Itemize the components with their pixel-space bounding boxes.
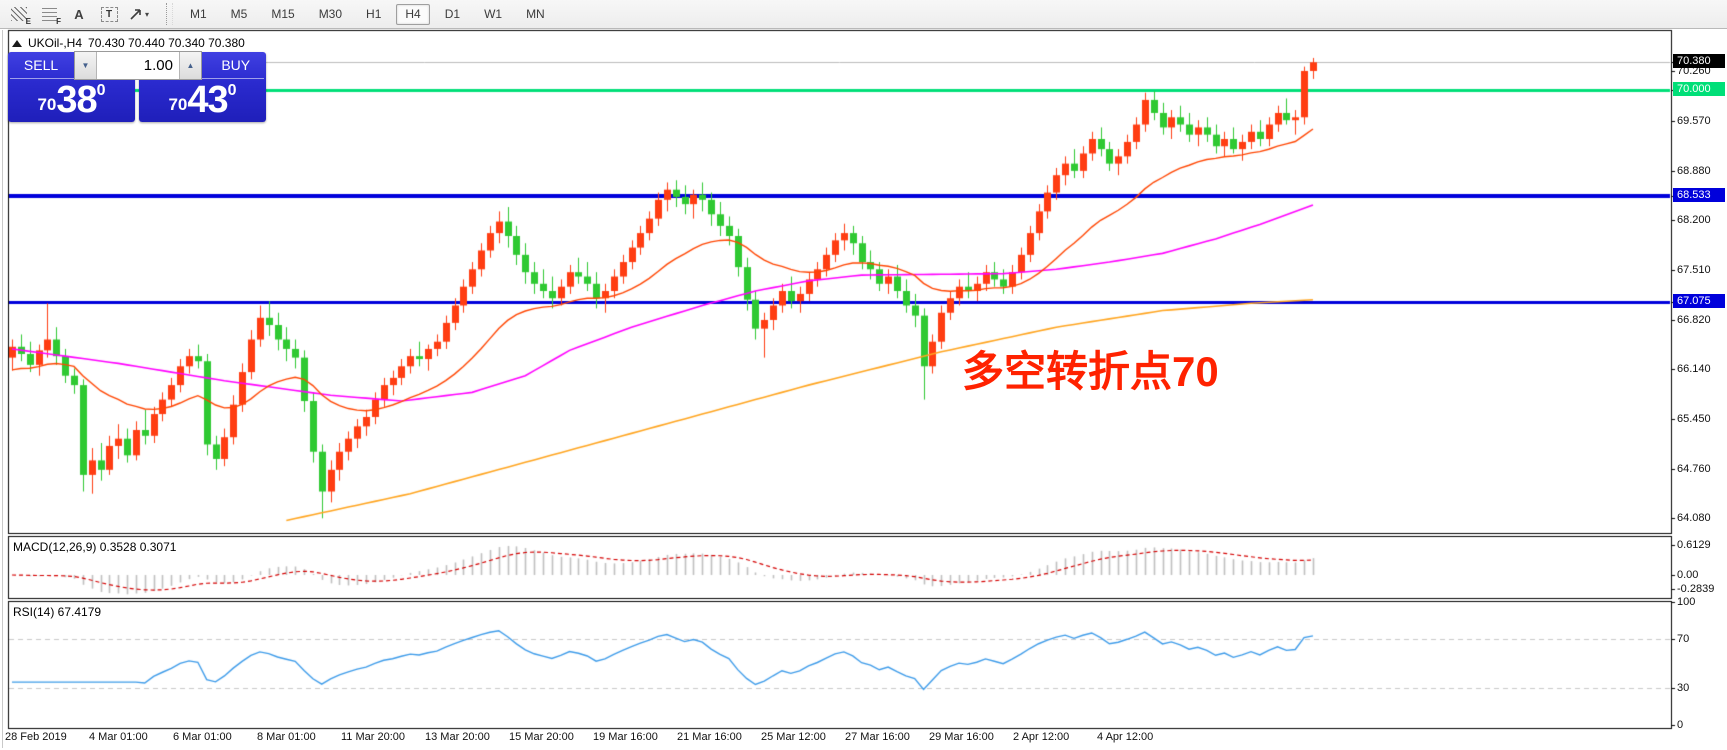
sell-price: 70 38 0 bbox=[8, 79, 135, 121]
arrow-glyph bbox=[130, 9, 141, 20]
time-label: 27 Mar 16:00 bbox=[845, 731, 910, 743]
rsi-tick: 70 bbox=[1677, 632, 1690, 645]
chart-title: UKOil-,H4 70.430 70.440 70.340 70.380 bbox=[12, 36, 245, 50]
toolbar: E F A T ▾ M1 M5 M15 M30 H1 H4 D1 W1 MN bbox=[0, 0, 1727, 29]
macd-indicator-label: MACD(12,26,9) 0.3528 0.3071 bbox=[13, 540, 177, 554]
ohlc-values: 70.430 70.440 70.340 70.380 bbox=[88, 36, 245, 50]
volume-input[interactable] bbox=[97, 52, 179, 79]
price-tick: 67.510 bbox=[1677, 264, 1711, 277]
fibonacci-icon[interactable]: F bbox=[36, 3, 62, 26]
volume-increase-button[interactable]: ▲ bbox=[179, 52, 201, 79]
time-label: 13 Mar 20:00 bbox=[425, 731, 490, 743]
time-label: 8 Mar 01:00 bbox=[257, 731, 316, 743]
tf-button-m5[interactable]: M5 bbox=[230, 6, 248, 21]
text-icon[interactable]: A bbox=[66, 3, 92, 25]
price-tick: 65.450 bbox=[1677, 413, 1711, 426]
arrows-tool-icon[interactable]: ▾ bbox=[126, 3, 152, 25]
time-label: 11 Mar 20:00 bbox=[341, 731, 406, 743]
window-left-frame bbox=[2, 30, 3, 748]
rsi-tick: 0 bbox=[1677, 719, 1684, 732]
toolbar-separator bbox=[166, 3, 173, 25]
time-label: 6 Mar 01:00 bbox=[173, 731, 232, 743]
sell-label: SELL bbox=[23, 57, 59, 73]
buy-price-pip: 0 bbox=[227, 82, 237, 99]
timeframe-group: M1 M5 M15 M30 H1 H4 D1 W1 MN bbox=[181, 3, 560, 25]
volume-decrease-button[interactable]: ▼ bbox=[75, 52, 97, 79]
time-label: 2 Apr 12:00 bbox=[1013, 731, 1070, 743]
tf-button-w1[interactable]: W1 bbox=[484, 6, 503, 21]
text-glyph: A bbox=[74, 6, 84, 22]
sell-price-prefix: 70 bbox=[37, 95, 57, 114]
rsi-tick: 100 bbox=[1677, 595, 1696, 608]
tf-button-mn[interactable]: MN bbox=[526, 6, 545, 21]
equidistant-channel-icon[interactable]: E bbox=[6, 3, 32, 26]
volume-control: ▼ ▲ bbox=[74, 51, 202, 80]
icon-sub-label: F bbox=[56, 17, 61, 26]
buy-price: 70 43 0 bbox=[139, 79, 266, 121]
one-click-trade-panel: SELL 70 38 0 BUY 70 43 0 ▼ ▲ bbox=[8, 51, 266, 122]
chevron-down-icon: ▾ bbox=[144, 9, 149, 19]
price-tick: 68.200 bbox=[1677, 214, 1711, 227]
time-label: 15 Mar 20:00 bbox=[509, 731, 574, 743]
time-label: 28 Feb 2019 bbox=[5, 731, 67, 743]
time-label: 29 Mar 16:00 bbox=[929, 731, 994, 743]
rsi-indicator-label: RSI(14) 67.4179 bbox=[13, 605, 102, 619]
price-tick: 69.570 bbox=[1677, 114, 1711, 127]
macd-tick: 0.6129 bbox=[1677, 538, 1711, 551]
collapse-triangle-icon[interactable] bbox=[12, 39, 22, 47]
price-badge: 70.380 bbox=[1673, 54, 1725, 69]
dotgrid-glyph bbox=[41, 7, 57, 21]
price-tick: 68.880 bbox=[1677, 164, 1711, 177]
price-tick: 64.760 bbox=[1677, 463, 1711, 476]
macd-tick: 0.00 bbox=[1677, 569, 1699, 581]
tf-button-d1[interactable]: D1 bbox=[444, 6, 461, 21]
tf-button-h1[interactable]: H1 bbox=[366, 6, 382, 21]
hatch-glyph bbox=[11, 7, 27, 21]
tf-button-m15[interactable]: M15 bbox=[271, 6, 295, 21]
price-badge: 68.533 bbox=[1673, 187, 1725, 202]
time-label: 4 Apr 12:00 bbox=[1097, 731, 1154, 743]
price-badge: 70.000 bbox=[1673, 81, 1725, 96]
icon-sub-label: E bbox=[25, 17, 31, 26]
tf-button-h4[interactable]: H4 bbox=[396, 3, 430, 25]
rsi-tick: 30 bbox=[1677, 682, 1690, 695]
label-icon[interactable]: T bbox=[96, 3, 122, 25]
sell-price-big: 38 bbox=[56, 79, 97, 121]
macd-tick: -0.2839 bbox=[1677, 583, 1715, 596]
time-label: 25 Mar 12:00 bbox=[761, 731, 826, 743]
sell-price-pip: 0 bbox=[96, 82, 106, 99]
chart-annotation-text: 多空转折点70 bbox=[962, 348, 1219, 395]
time-label: 21 Mar 16:00 bbox=[677, 731, 742, 743]
time-label: 19 Mar 16:00 bbox=[593, 731, 658, 743]
tf-button-m1[interactable]: M1 bbox=[190, 6, 207, 21]
buy-price-prefix: 70 bbox=[168, 95, 188, 114]
price-tick: 66.820 bbox=[1677, 313, 1711, 326]
buy-price-big: 43 bbox=[187, 79, 228, 121]
price-tick: 64.080 bbox=[1677, 512, 1711, 525]
time-label: 4 Mar 01:00 bbox=[89, 731, 148, 743]
price-badge: 67.075 bbox=[1673, 293, 1725, 308]
tf-button-m30[interactable]: M30 bbox=[318, 6, 343, 21]
symbol-period-label: UKOil-,H4 bbox=[28, 36, 83, 50]
price-tick: 66.140 bbox=[1677, 363, 1711, 376]
buy-label: BUY bbox=[221, 57, 251, 73]
label-glyph: T bbox=[100, 6, 118, 22]
